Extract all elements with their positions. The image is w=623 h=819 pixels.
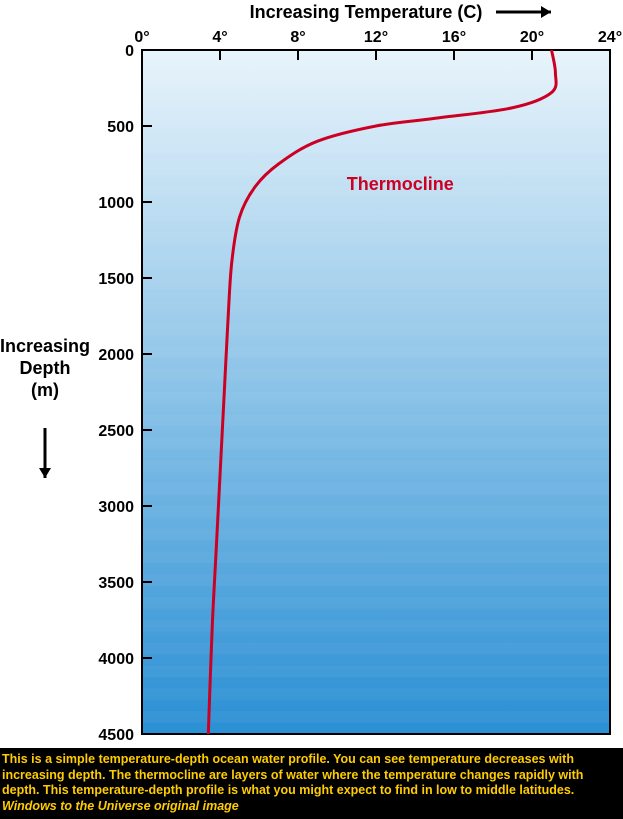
svg-text:0: 0	[125, 43, 134, 60]
svg-text:8°: 8°	[290, 29, 305, 46]
svg-text:16°: 16°	[442, 29, 466, 46]
caption-source: Windows to the Universe original image	[2, 799, 239, 813]
svg-text:3000: 3000	[98, 499, 134, 516]
chart-area: 0° 4° 8° 12° 16° 20° 24° 0 500 1000 1500 2000 2500 30…	[0, 0, 623, 748]
figure-caption: This is a simple temperature-depth ocean…	[0, 748, 623, 819]
svg-text:500: 500	[107, 119, 134, 136]
caption-text: This is a simple temperature-depth ocean…	[2, 752, 583, 797]
svg-text:4500: 4500	[98, 727, 134, 744]
svg-text:Depth: Depth	[20, 358, 71, 378]
svg-text:2000: 2000	[98, 347, 134, 364]
svg-text:Thermocline: Thermocline	[347, 174, 454, 194]
svg-text:3500: 3500	[98, 575, 134, 592]
svg-text:Increasing: Increasing	[0, 336, 90, 356]
svg-text:2500: 2500	[98, 423, 134, 440]
svg-text:0°: 0°	[134, 29, 149, 46]
svg-text:(m): (m)	[31, 380, 59, 400]
svg-text:1000: 1000	[98, 195, 134, 212]
svg-text:24°: 24°	[598, 29, 622, 46]
figure-container: 0° 4° 8° 12° 16° 20° 24° 0 500 1000 1500 2000 2500 30…	[0, 0, 623, 819]
svg-text:12°: 12°	[364, 29, 388, 46]
svg-text:20°: 20°	[520, 29, 544, 46]
svg-text:1500: 1500	[98, 271, 134, 288]
svg-text:Increasing Temperature (C): Increasing Temperature (C)	[250, 2, 483, 22]
thermocline-chart: 0° 4° 8° 12° 16° 20° 24° 0 500 1000 1500 2000 2500 30…	[0, 0, 623, 748]
svg-text:4000: 4000	[98, 651, 134, 668]
svg-text:4°: 4°	[212, 29, 227, 46]
